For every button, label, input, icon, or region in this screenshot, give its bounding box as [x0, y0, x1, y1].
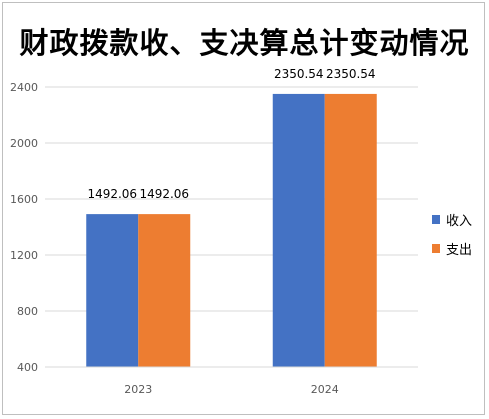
x-axis-ticks: 2023 2024	[124, 383, 339, 396]
legend-label-income: 收入	[446, 214, 473, 229]
legend: 收入 支出	[432, 211, 472, 269]
legend-label-expense: 支出	[446, 243, 473, 258]
chart-title: 财政拨款收、支决算总计变动情况	[19, 26, 470, 60]
data-label: 1492.06	[139, 187, 189, 201]
y-tick-label: 800	[17, 305, 38, 318]
data-label: 2350.54	[326, 67, 376, 81]
bar	[138, 214, 191, 367]
x-tick-label: 2024	[311, 383, 339, 396]
data-labels: 1492.06 1492.06 2350.54 2350.54	[87, 67, 375, 201]
y-tick-label: 1200	[10, 249, 38, 262]
bar	[86, 214, 139, 367]
legend-item-expense: 支出	[432, 240, 473, 258]
data-label: 2350.54	[274, 67, 324, 81]
bar	[272, 93, 325, 367]
y-axis-ticks: 400 800 1200 1600 2000 2400	[10, 81, 38, 374]
bars	[86, 93, 377, 367]
bar	[324, 93, 377, 367]
y-tick-label: 2400	[10, 81, 38, 94]
y-tick-label: 2000	[10, 137, 38, 150]
legend-item-income: 收入	[432, 211, 473, 229]
legend-swatch-income	[432, 215, 440, 224]
legend-swatch-expense	[432, 244, 440, 253]
chart-frame	[2, 2, 485, 415]
x-tick-label: 2023	[124, 383, 152, 396]
data-label: 1492.06	[87, 187, 137, 201]
y-tick-label: 400	[17, 361, 38, 374]
y-tick-label: 1600	[10, 193, 38, 206]
